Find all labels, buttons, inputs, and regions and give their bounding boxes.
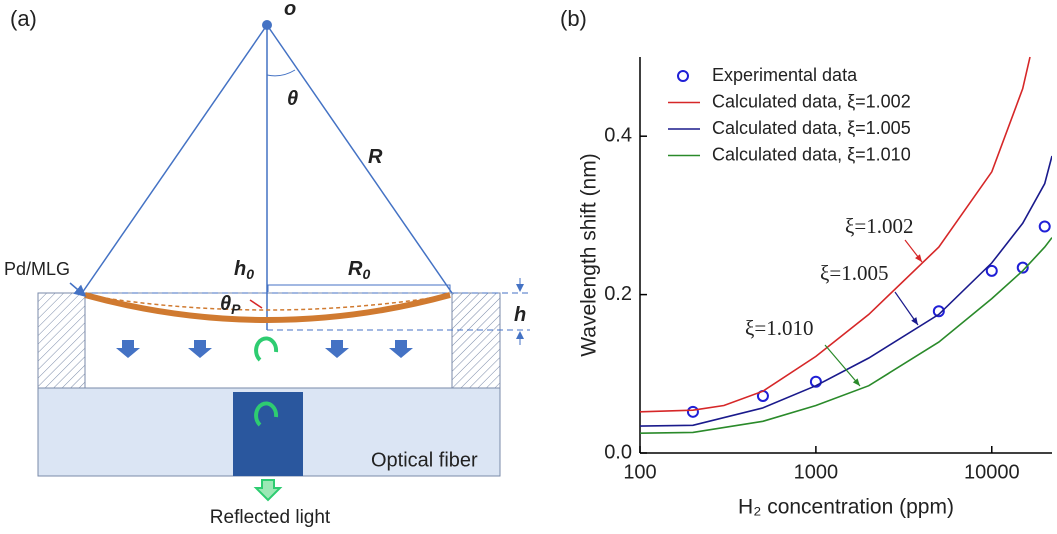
panel-label: (b) xyxy=(560,6,587,31)
bracket xyxy=(268,285,450,292)
panel-label: (a) xyxy=(10,6,37,31)
annotation-arrowhead xyxy=(911,317,918,325)
legend-label: Calculated data, ξ=1.010 xyxy=(712,144,911,164)
data-point xyxy=(1040,221,1050,231)
label: R0 xyxy=(348,258,370,281)
label: h0 xyxy=(234,258,254,281)
figure: (a) o θ R h0 R0 θP h xyxy=(0,0,1057,534)
legend-label: Calculated data, ξ=1.005 xyxy=(712,118,911,138)
center xyxy=(262,20,272,30)
radius-line xyxy=(267,25,452,293)
label: Optical fiber xyxy=(371,449,478,471)
x-tick-label: 10000 xyxy=(964,461,1020,483)
y-tick-label: 0.0 xyxy=(604,441,632,463)
output-arrow xyxy=(256,480,280,500)
legend-label: Experimental data xyxy=(712,65,858,85)
annotation-arrowhead xyxy=(915,254,922,262)
label: R xyxy=(368,146,383,168)
label: Reflected light xyxy=(210,507,331,528)
y-axis-title: Wavelength shift (nm) xyxy=(578,153,601,356)
data-line xyxy=(640,156,1052,426)
support xyxy=(38,293,85,388)
label: θ xyxy=(287,88,298,110)
legend-marker xyxy=(678,71,688,81)
x-tick-label: 1000 xyxy=(794,461,839,483)
y-tick-label: 0.2 xyxy=(604,283,632,305)
annotation: ξ=1.002 xyxy=(845,214,913,238)
label: Pd/MLG xyxy=(4,259,70,279)
chart: (b) Wavelength shift (nm) H₂ concentrati… xyxy=(560,6,1052,519)
legend-label: Calculated data, ξ=1.002 xyxy=(712,91,911,111)
x-tick-label: 100 xyxy=(623,461,656,483)
data-point xyxy=(688,407,698,417)
radius-line xyxy=(82,25,267,293)
x-axis-title: H₂ concentration (ppm) xyxy=(738,496,954,519)
angle-arc xyxy=(267,70,295,76)
label: o xyxy=(284,0,296,20)
annotation: ξ=1.010 xyxy=(745,316,813,340)
annotation: ξ=1.005 xyxy=(820,261,888,285)
label: h xyxy=(514,304,526,326)
y-tick-label: 0.4 xyxy=(604,124,632,146)
diagram: (a) o θ R h0 R0 θP h xyxy=(4,0,530,528)
support xyxy=(452,293,500,388)
